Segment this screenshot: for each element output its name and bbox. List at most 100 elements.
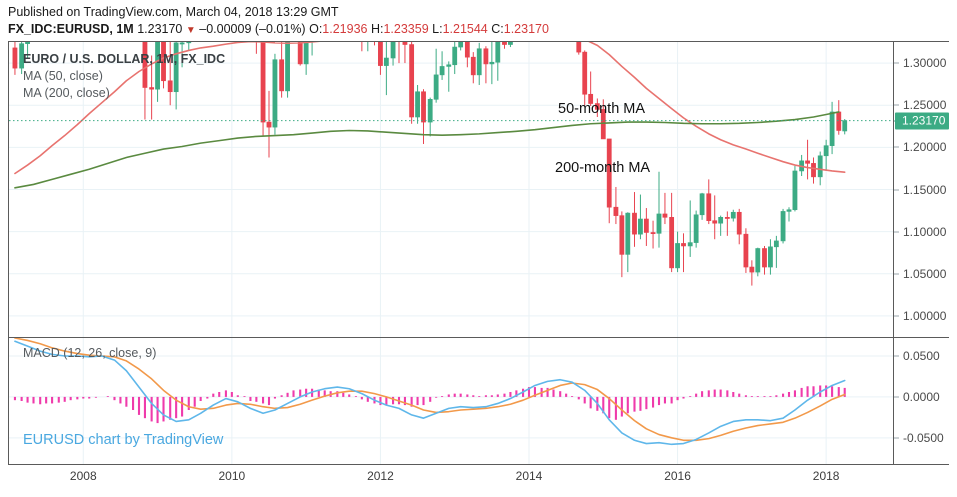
candle-body: [811, 163, 816, 178]
candle-body: [823, 145, 829, 157]
candle-body: [464, 42, 470, 58]
time-axis-label: 2014: [515, 469, 543, 483]
candle-body: [297, 42, 303, 65]
open-value: 1.21936: [322, 22, 368, 36]
candle-body: [743, 233, 749, 268]
candle-body: [279, 59, 285, 92]
macd-legend: MACD (12, 26, close, 9): [23, 346, 157, 360]
candle-body: [619, 215, 625, 255]
candle-body: [632, 212, 637, 235]
price-axis-label: 1.10000: [903, 224, 947, 239]
candle-body: [433, 74, 439, 100]
price-tickmark: [894, 146, 899, 148]
candle-body: [582, 51, 588, 95]
candle-body: [768, 246, 773, 268]
candle-body: [378, 42, 383, 66]
candle-body: [155, 42, 160, 90]
candle-body: [786, 209, 792, 212]
macd-tickmark: [894, 355, 899, 357]
low-key: L:: [432, 22, 443, 36]
ma200-legend: MA (200, close): [23, 86, 110, 100]
macd-axis-label: -0.0500: [903, 430, 944, 445]
candle-body: [446, 64, 452, 67]
candle-body: [489, 61, 495, 65]
candle-body: [736, 211, 742, 235]
price-tickmark: [894, 104, 899, 106]
candle-body: [502, 42, 507, 45]
candle-body: [773, 240, 779, 248]
candle-body: [805, 160, 810, 164]
candle-body: [724, 217, 730, 219]
time-axis-label: 2012: [367, 469, 394, 483]
price-axis[interactable]: 1.30000 1.25000 1.20000 1.15000 1.10000 1.050…: [893, 42, 949, 337]
candle-body: [829, 111, 835, 146]
candle-body: [576, 42, 582, 53]
price-axis-label: 1.30000: [903, 56, 947, 71]
macd-pane[interactable]: MACD (12, 26, close, 9) EURUSD chart by …: [9, 338, 893, 464]
candle-body: [173, 42, 179, 93]
price-pane[interactable]: EURO / U.S. DOLLAR, 1M, FX_IDC MA (50, c…: [9, 42, 893, 337]
candle-body: [730, 211, 736, 219]
candle-body: [483, 48, 489, 65]
time-axis-label: 2008: [69, 469, 97, 483]
candle-body: [458, 42, 464, 48]
candle-body: [706, 193, 712, 221]
ma50-line: [14, 42, 846, 175]
macd-signal-line: [14, 338, 846, 442]
candle-body: [836, 111, 842, 131]
candle-body: [718, 217, 724, 224]
candle-body: [675, 243, 680, 269]
candle-body: [272, 59, 278, 128]
candle-body: [179, 42, 185, 45]
candle-body: [712, 220, 718, 224]
candle-body: [600, 109, 606, 140]
candle-body: [687, 242, 693, 247]
candle-body: [662, 213, 668, 218]
time-axis[interactable]: 2008 2010 2012 2014 2016 2018: [8, 466, 949, 488]
candle-body: [643, 218, 649, 233]
candle-body: [390, 42, 396, 59]
chart-title-legend: EURO / U.S. DOLLAR, 1M, FX_IDC: [23, 52, 226, 66]
price-plot: [9, 42, 893, 337]
candle-body: [681, 243, 686, 247]
candle-body: [470, 56, 476, 76]
candle-body: [439, 66, 445, 76]
time-axis-label: 2010: [218, 469, 246, 483]
watermark-label: EURUSD chart by TradingView: [23, 432, 224, 448]
candle-body: [476, 48, 482, 76]
candle-body: [427, 99, 433, 123]
candle-body: [12, 47, 18, 69]
candle-body: [588, 93, 594, 104]
ma50-legend: MA (50, close): [23, 69, 103, 83]
last-price: 1.23170: [137, 22, 183, 36]
candle-body: [792, 170, 798, 211]
candle-body: [699, 193, 705, 216]
candle-body: [260, 42, 266, 123]
macd-axis[interactable]: 0.0500 0.0000 -0.0500: [893, 338, 949, 464]
candle-body: [402, 42, 408, 45]
candle-body: [650, 232, 656, 234]
macd-tickmark: [894, 437, 899, 439]
candle-body: [142, 42, 148, 88]
candle-body: [167, 80, 173, 93]
ma200-line: [14, 111, 840, 189]
candle-body: [656, 213, 662, 234]
candle-body: [25, 42, 30, 44]
price-axis-label: 1.00000: [903, 308, 947, 323]
chart-frame: EURO / U.S. DOLLAR, 1M, FX_IDC MA (50, c…: [8, 41, 949, 465]
candle-body: [606, 138, 612, 208]
ma200-annotation: 200-month MA: [555, 160, 651, 176]
macd-tickmark: [894, 396, 899, 398]
candle-body: [749, 266, 755, 273]
candle-body: [186, 42, 192, 44]
current-price-badge: 1.23170: [895, 112, 949, 130]
price-change: –0.00009 (–0.01%): [199, 22, 306, 36]
price-axis-label: 1.05000: [903, 266, 947, 281]
macd-plot: [9, 338, 893, 464]
candle-body: [161, 42, 166, 82]
candle-body: [303, 42, 309, 65]
close-key: C:: [491, 22, 504, 36]
price-axis-label: 1.25000: [903, 98, 947, 113]
candle-body: [613, 206, 619, 216]
